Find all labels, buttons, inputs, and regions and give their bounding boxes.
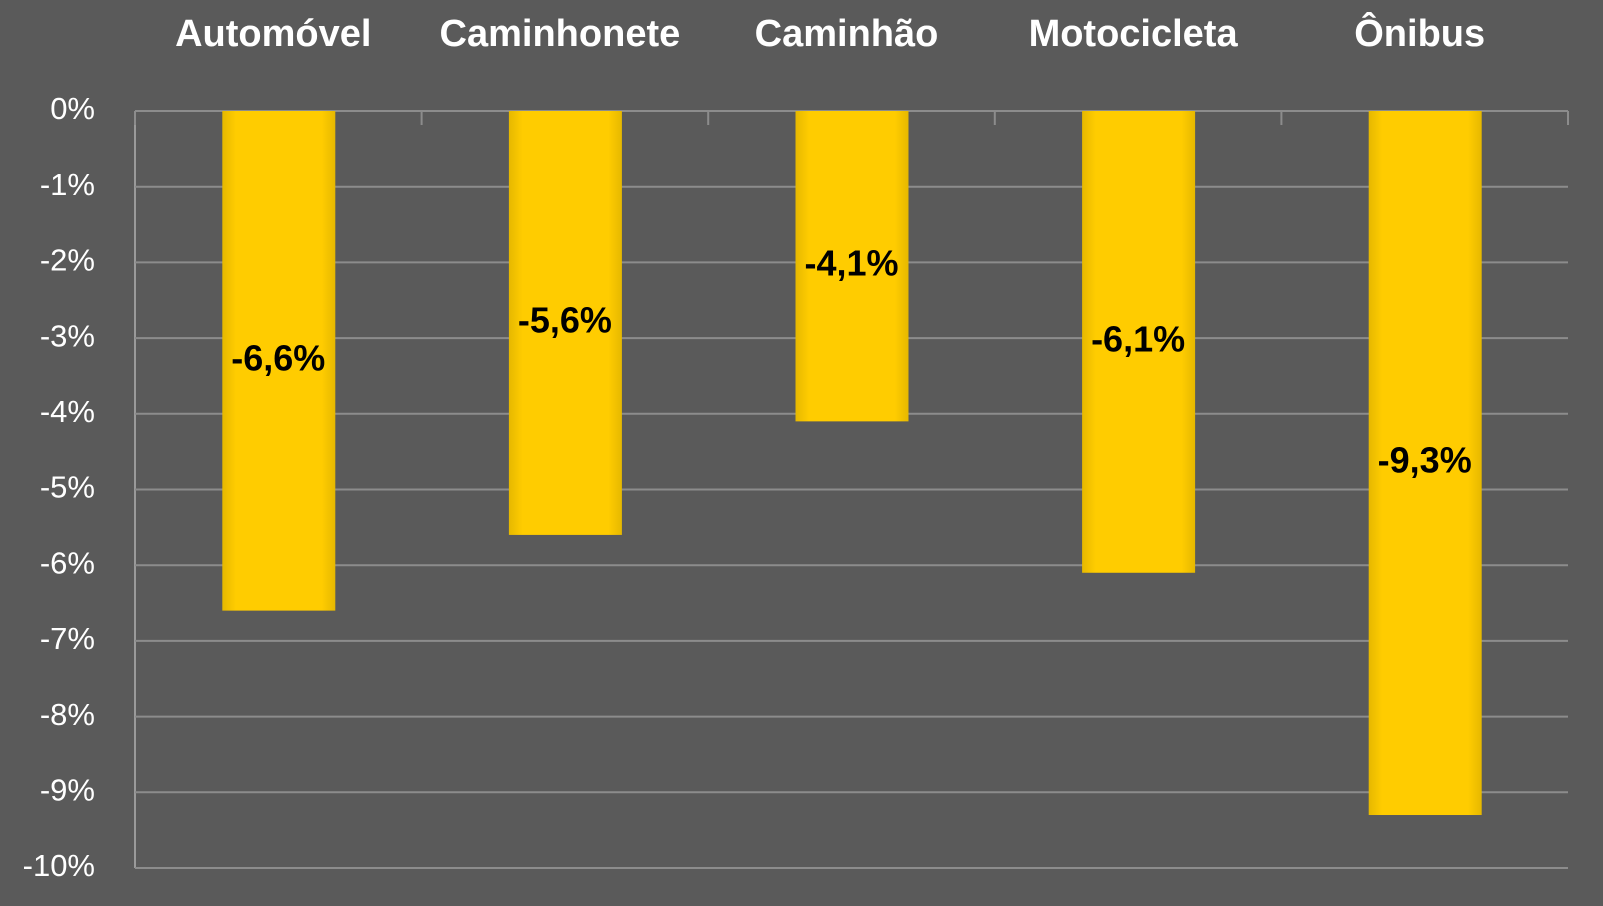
bar: [508, 111, 622, 535]
y-tick-label: -9%: [40, 772, 95, 807]
value-label: -5,6%: [518, 299, 612, 340]
y-tick-label: -4%: [40, 394, 95, 429]
y-tick-label: -5%: [40, 470, 95, 505]
bar: [1082, 111, 1196, 573]
x-tick-label: Motocicleta: [1029, 13, 1239, 55]
y-tick-label: -2%: [40, 243, 95, 278]
value-label: -9,3%: [1378, 440, 1472, 481]
bar: [1368, 111, 1482, 816]
value-label: -4,1%: [804, 243, 898, 284]
y-tick-label: -7%: [40, 621, 95, 656]
value-label: -6,1%: [1091, 318, 1185, 359]
bar: [222, 111, 336, 611]
x-tick-label: Caminhonete: [440, 13, 681, 55]
x-tick-label: Ônibus: [1354, 10, 1485, 55]
y-tick-label: -6%: [40, 545, 95, 580]
x-tick-label: Caminhão: [755, 13, 939, 55]
value-label: -6,6%: [231, 337, 325, 378]
y-tick-label: -3%: [40, 318, 95, 353]
y-tick-label: -10%: [23, 848, 95, 883]
y-tick-label: -8%: [40, 697, 95, 732]
y-tick-label: 0%: [50, 91, 95, 126]
y-tick-label: -1%: [40, 167, 95, 202]
bar: [795, 111, 909, 422]
x-tick-label: Automóvel: [175, 13, 371, 55]
